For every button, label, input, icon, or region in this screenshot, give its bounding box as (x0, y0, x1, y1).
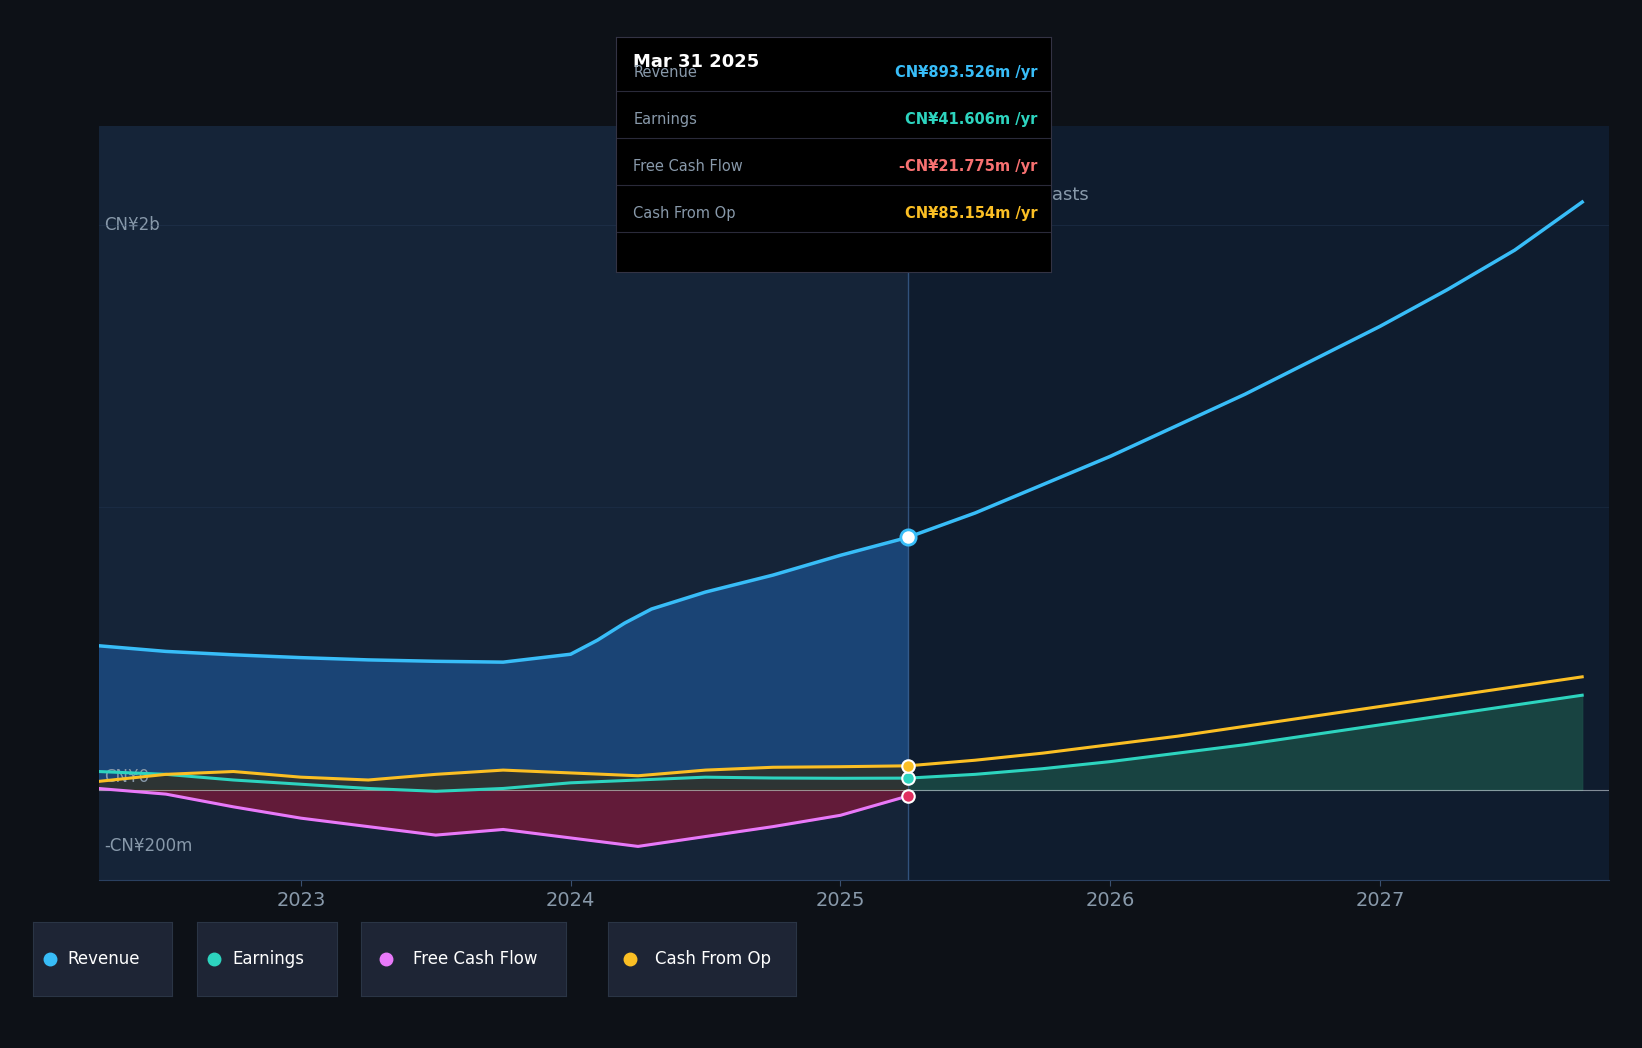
Text: Free Cash Flow: Free Cash Flow (634, 159, 742, 174)
Text: CN¥85.154m /yr: CN¥85.154m /yr (905, 206, 1038, 221)
Text: Past: Past (855, 185, 900, 203)
Text: CN¥41.606m /yr: CN¥41.606m /yr (905, 112, 1038, 127)
Text: CN¥893.526m /yr: CN¥893.526m /yr (895, 65, 1038, 80)
Text: Free Cash Flow: Free Cash Flow (412, 949, 537, 968)
Text: Mar 31 2025: Mar 31 2025 (634, 53, 759, 71)
Text: Earnings: Earnings (232, 949, 304, 968)
Text: Analysts Forecasts: Analysts Forecasts (921, 185, 1089, 203)
Text: -CN¥21.775m /yr: -CN¥21.775m /yr (900, 159, 1038, 174)
Text: Cash From Op: Cash From Op (634, 206, 736, 221)
Text: Earnings: Earnings (634, 112, 698, 127)
Text: Cash From Op: Cash From Op (655, 949, 770, 968)
Text: -CN¥200m: -CN¥200m (103, 837, 192, 855)
Text: CN¥0: CN¥0 (103, 767, 149, 786)
Bar (99, 126, 908, 880)
Text: Revenue: Revenue (67, 949, 140, 968)
Bar (908, 126, 1609, 880)
Text: CN¥2b: CN¥2b (103, 216, 159, 234)
Text: Revenue: Revenue (634, 65, 698, 80)
